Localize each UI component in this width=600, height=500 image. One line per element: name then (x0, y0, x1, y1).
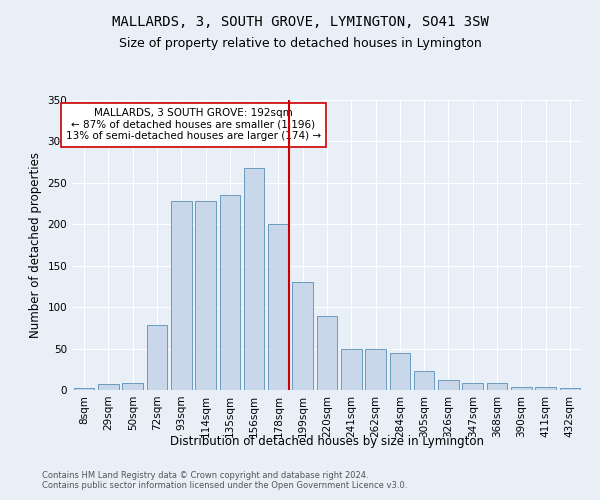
Bar (487, 384, 508, 390)
Bar (244, 168, 265, 390)
Text: Size of property relative to detached houses in Lymington: Size of property relative to detached ho… (119, 38, 481, 51)
Bar (171, 201, 191, 390)
Bar (389, 352, 410, 390)
Bar (98, 384, 119, 390)
Text: Distribution of detached houses by size in Lymington: Distribution of detached houses by size … (170, 435, 484, 448)
Bar (220, 196, 240, 390)
Bar (341, 348, 362, 390)
Text: MALLARDS, 3, SOUTH GROVE, LYMINGTON, SO41 3SW: MALLARDS, 3, SOUTH GROVE, LYMINGTON, SO4… (112, 15, 488, 29)
Bar (438, 380, 459, 390)
Bar (195, 201, 216, 390)
Bar (463, 382, 483, 390)
Bar (317, 316, 337, 390)
Bar (511, 386, 532, 390)
Y-axis label: Number of detached properties: Number of detached properties (29, 152, 42, 338)
Bar (268, 224, 289, 390)
Bar (122, 384, 143, 390)
Bar (292, 282, 313, 390)
Bar (74, 388, 94, 390)
Text: Contains HM Land Registry data © Crown copyright and database right 2024.
Contai: Contains HM Land Registry data © Crown c… (42, 470, 407, 490)
Bar (146, 326, 167, 390)
Text: MALLARDS, 3 SOUTH GROVE: 192sqm
← 87% of detached houses are smaller (1,196)
13%: MALLARDS, 3 SOUTH GROVE: 192sqm ← 87% of… (66, 108, 321, 142)
Bar (365, 348, 386, 390)
Bar (560, 388, 580, 390)
Bar (535, 386, 556, 390)
Bar (414, 371, 434, 390)
